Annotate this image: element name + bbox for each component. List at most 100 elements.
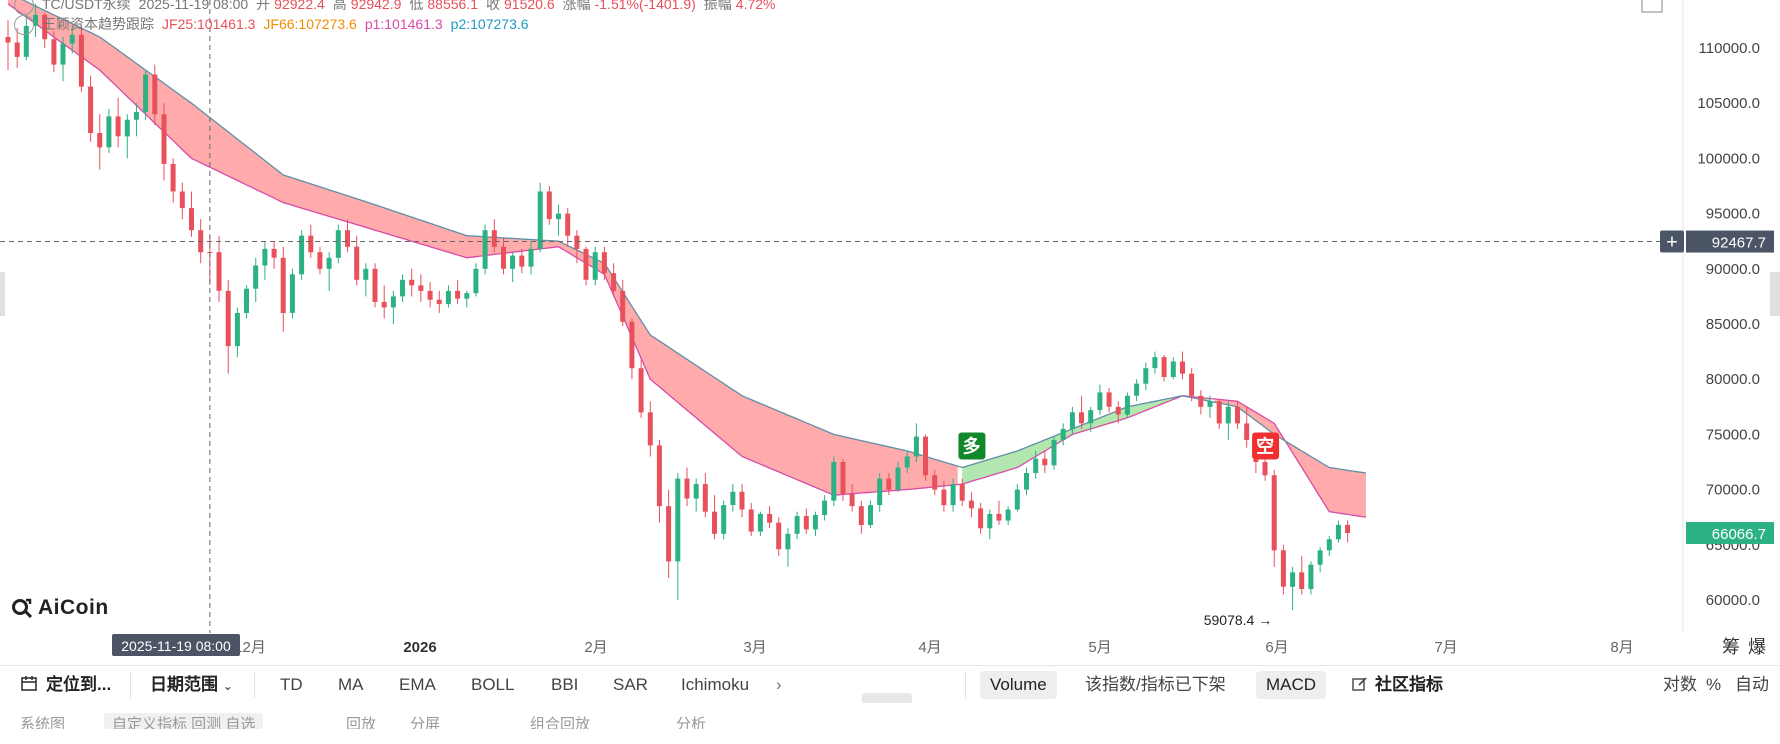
candle-body — [143, 74, 149, 112]
candle-body — [170, 163, 176, 192]
candle — [1115, 401, 1121, 424]
candle — [1106, 388, 1112, 413]
p2-value: p2:107273.6 — [450, 16, 529, 32]
candle — [1207, 395, 1213, 418]
volume-tab[interactable]: Volume — [980, 671, 1057, 699]
candle — [647, 401, 653, 457]
candle — [1290, 566, 1296, 611]
bottom-tab[interactable]: 分析 — [676, 716, 707, 729]
candle-body — [556, 213, 561, 220]
candle-body — [1042, 458, 1048, 466]
candlestick-chart[interactable]: 110000.0 105000.0 100000.0 95000.0 90000.0 85… — [0, 0, 1780, 665]
candle-body — [1170, 361, 1176, 377]
candle — [280, 246, 286, 332]
auto-scale-toggle[interactable]: 自动 — [1735, 675, 1769, 694]
eye-icon[interactable] — [14, 0, 34, 16]
crosshair-price-bg — [1686, 230, 1774, 253]
chart-svg[interactable]: 110000.0 105000.0 100000.0 95000.0 90000.0 85… — [0, 0, 1780, 665]
x-tick-label: 4月 — [918, 639, 941, 656]
candle — [436, 290, 442, 313]
candle-body — [858, 506, 864, 525]
candle — [1161, 354, 1167, 382]
candle — [390, 290, 396, 324]
candle — [858, 500, 864, 534]
candle — [702, 473, 708, 518]
candle-body — [317, 252, 323, 269]
candle-body — [721, 505, 727, 534]
candle-body — [647, 412, 653, 446]
fullscreen-icon — [1641, 0, 1663, 13]
candle — [721, 500, 727, 540]
candle-body — [1280, 550, 1286, 587]
candle-body — [757, 513, 763, 532]
date-range-dropdown[interactable]: 日期范围 ⌄ — [150, 666, 233, 704]
bottom-tab[interactable]: 回放 — [346, 716, 377, 729]
candle — [464, 290, 470, 308]
candle — [317, 246, 323, 275]
candle-body — [748, 509, 754, 532]
candle — [950, 478, 956, 512]
aicoin-logo-icon — [12, 598, 33, 619]
candle-body — [666, 506, 672, 562]
bottom-tabs-strip: 系统图 自定义指标 回测 自选 回放 分屏 组合回放 分析 — [0, 703, 1780, 744]
aicoin-logo-text: AiCoin — [38, 596, 109, 619]
indicator-ma[interactable]: MA — [338, 675, 364, 694]
candle-body — [592, 252, 598, 280]
buy-signal-marker — [958, 432, 986, 460]
candle-body — [1033, 458, 1039, 474]
candle — [216, 235, 222, 302]
candle-body — [1299, 572, 1305, 589]
candle — [1005, 506, 1011, 525]
candle-body — [1088, 410, 1094, 424]
candle-body — [335, 230, 341, 258]
bottom-tab[interactable]: 系统图 — [20, 716, 66, 729]
indicator-sar[interactable]: SAR — [613, 675, 648, 694]
candle — [1280, 544, 1286, 595]
candle-body — [152, 74, 158, 115]
candle — [170, 158, 176, 203]
candle — [739, 484, 745, 518]
macd-tab[interactable]: MACD — [1256, 671, 1327, 699]
delisted-indicator[interactable]: 该指数/指标已下架 — [1085, 675, 1226, 694]
y-tick-label: 75000.0 — [1706, 426, 1760, 443]
bottom-tab-active[interactable]: 自定义指标 回测 自选 — [104, 713, 264, 729]
indicator-name[interactable]: 王颖资本趋势跟踪 — [42, 16, 154, 32]
candle-body — [501, 246, 506, 269]
change-value: -1.51%(-1401.9) — [594, 0, 696, 12]
candle — [574, 230, 580, 264]
y-tick-label: 100000.0 — [1697, 150, 1760, 167]
indicator-boll[interactable]: BOLL — [471, 675, 515, 694]
panel-collapse-handle[interactable] — [862, 693, 912, 705]
candle — [1134, 379, 1140, 402]
candle-body — [115, 116, 121, 137]
candle — [60, 36, 66, 82]
x-tick-label: 2月 — [584, 639, 607, 656]
chevron-right-icon[interactable]: › — [776, 675, 782, 694]
candle — [363, 263, 369, 297]
log-scale-toggle[interactable]: 对数 — [1663, 675, 1697, 694]
x-tick-label: 8月 — [1610, 639, 1633, 656]
indicator-ema[interactable]: EMA — [399, 675, 436, 694]
percent-scale-toggle[interactable]: % — [1706, 675, 1722, 694]
candle-body — [372, 268, 378, 302]
indicator-td[interactable]: TD — [280, 675, 303, 694]
x-tick-label: 3月 — [743, 639, 766, 656]
candle-body — [1106, 392, 1112, 407]
candle — [161, 103, 167, 181]
candle — [776, 517, 782, 556]
indicator-bbi[interactable]: BBI — [551, 675, 579, 694]
indicator-eye-icon[interactable] — [14, 15, 34, 36]
indicator-ichimoku[interactable]: Ichimoku — [681, 675, 750, 694]
bottom-tab[interactable]: 组合回放 — [530, 716, 591, 729]
candle-body — [895, 467, 901, 490]
bearish-cloud — [1214, 399, 1366, 518]
candle — [996, 500, 1002, 525]
candle — [1170, 357, 1176, 380]
candle — [124, 114, 130, 159]
candle — [684, 467, 690, 507]
locate-button[interactable]: 定位到... — [20, 666, 111, 704]
bottom-tab[interactable]: 分屏 — [410, 716, 441, 729]
candle-body — [189, 208, 194, 231]
community-indicators-button[interactable]: 社区指标 — [1352, 666, 1443, 704]
candle — [1235, 401, 1240, 429]
